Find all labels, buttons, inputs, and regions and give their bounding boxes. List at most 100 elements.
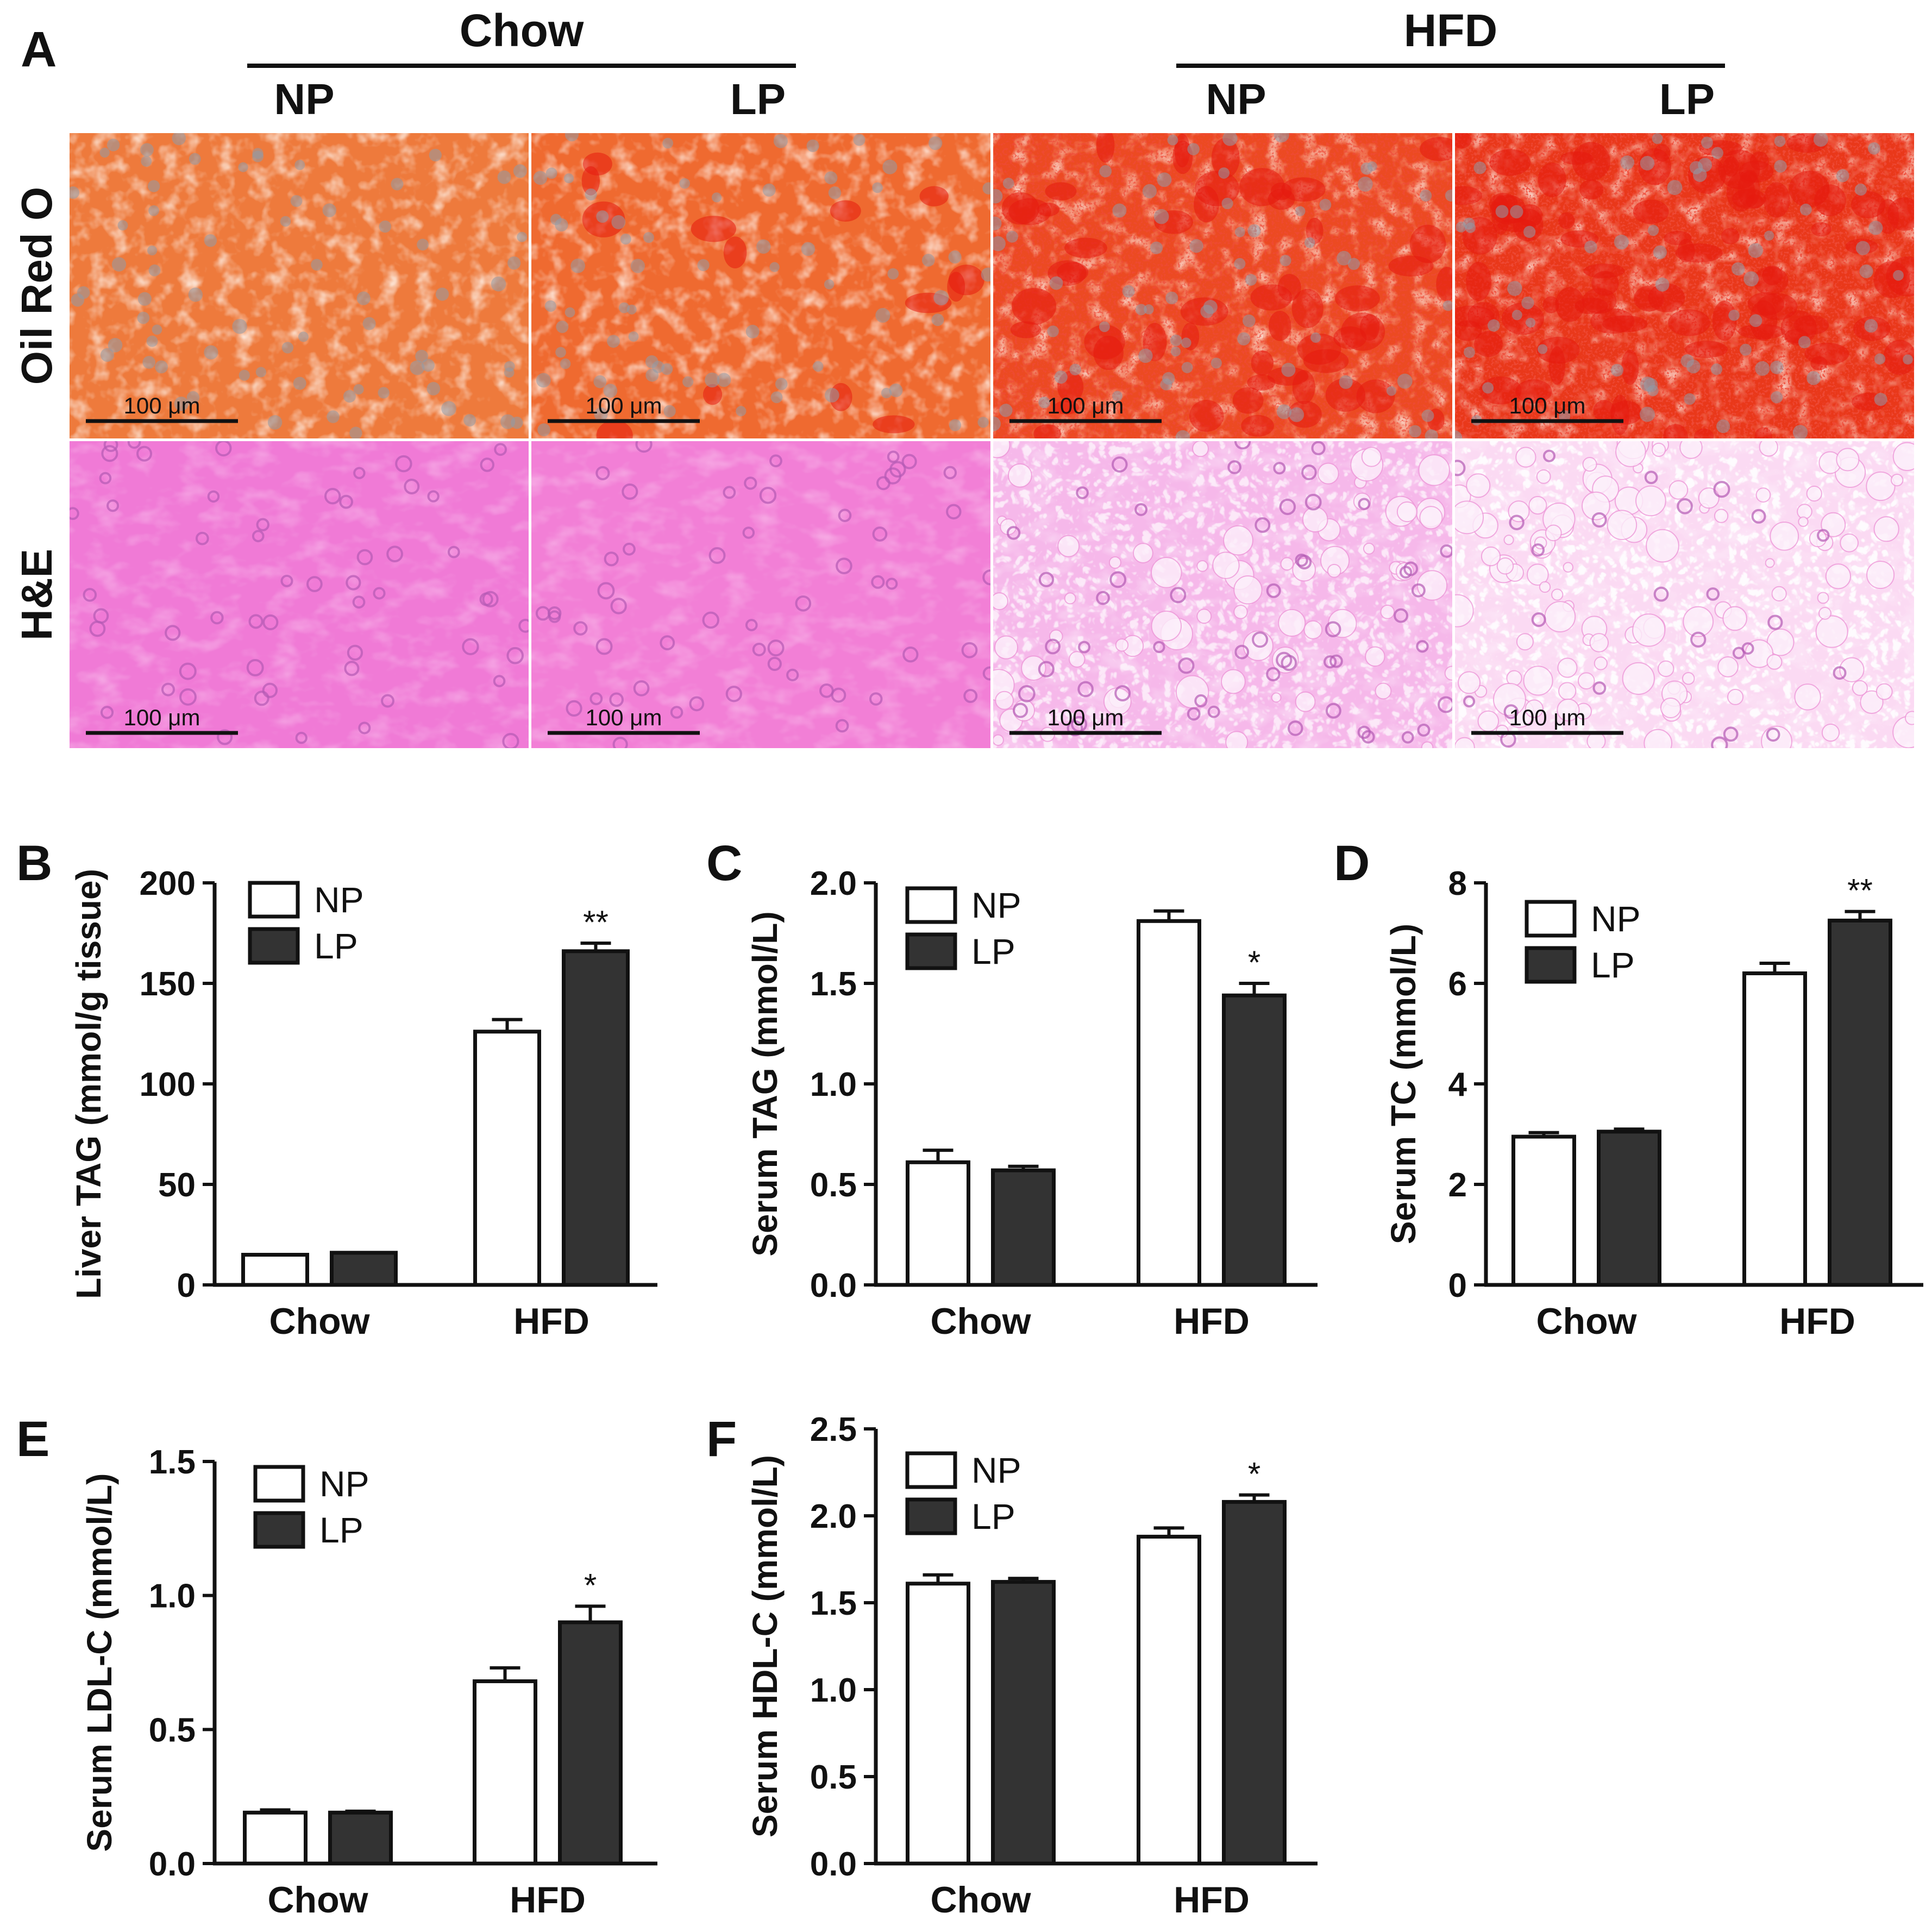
lipid-droplet [1555, 287, 1585, 322]
nucleus [566, 700, 582, 717]
vacuole [1727, 688, 1744, 705]
nucleus [1006, 526, 1021, 540]
nucleus [622, 483, 638, 500]
vacuole [1363, 542, 1375, 555]
scale-bar-label: 100 μm [124, 393, 200, 418]
nucleus [1325, 702, 1341, 719]
vacuole [1481, 546, 1501, 567]
vacuole [1196, 608, 1212, 624]
vacuole [1225, 731, 1249, 748]
nucleus [628, 331, 639, 342]
lipid-droplet [1409, 224, 1446, 264]
nucleus [165, 625, 181, 641]
x-tick-label-hfd: HFD [1174, 1879, 1250, 1921]
nucleus [1189, 239, 1203, 253]
nucleus [148, 264, 161, 277]
vacuole [1875, 683, 1893, 700]
x-tick-label-hfd: HFD [513, 1301, 589, 1342]
vacuole [1594, 656, 1608, 670]
nucleus [1360, 162, 1373, 175]
chart-e: E 0.0 0.5 1.0 1.5 Serum LDL-C (mmol/L) Chow HFD… [16, 1411, 657, 1921]
nucleus [239, 369, 250, 381]
nucleus [280, 216, 291, 227]
lipid-droplet [1241, 415, 1274, 437]
nucleus [1134, 503, 1148, 516]
lipid-droplet [1883, 340, 1914, 375]
nucleus [869, 692, 883, 706]
nucleus [127, 441, 141, 449]
vacuole [1683, 606, 1714, 637]
lipid-droplet [1621, 349, 1639, 385]
nucleus [1523, 225, 1536, 238]
lipid-droplet [948, 265, 984, 296]
nucleus [339, 494, 353, 509]
y-axis-label: Serum TAG (mmol/L) [745, 911, 785, 1256]
y-tick-label: 8 [1448, 865, 1467, 902]
lipid-droplet [1420, 137, 1452, 161]
nucleus [417, 239, 429, 251]
nucleus [71, 293, 85, 307]
nucleus [544, 300, 556, 312]
nucleus [1234, 441, 1251, 450]
x-tick-label-hfd: HFD [510, 1879, 586, 1921]
lipid-droplet [1291, 288, 1323, 328]
lipid-droplet [1247, 374, 1276, 391]
scale-bar-label: 100 μm [1047, 705, 1124, 730]
vacuole [1771, 586, 1787, 602]
nucleus [679, 178, 690, 189]
nucleus [594, 407, 608, 422]
nucleus [773, 134, 788, 148]
nucleus [1295, 206, 1306, 216]
legend-swatch-np [253, 1465, 305, 1503]
nucleus [204, 234, 217, 247]
vacuole [1660, 697, 1682, 719]
nucleus [742, 526, 755, 539]
nucleus [1114, 685, 1131, 701]
nucleus [725, 686, 742, 702]
vacuole [993, 592, 1008, 611]
nucleus [322, 203, 337, 217]
bar-charts: B 0 50 100 150 200 Liver TAG (mmol/g tissue) Ch… [16, 836, 1923, 1921]
lipid-droplet [691, 216, 737, 242]
nucleus [836, 557, 852, 574]
legend-label-np: NP [1591, 899, 1641, 939]
nucleus [1358, 498, 1371, 510]
lipid-droplet [1634, 285, 1664, 312]
nucleus [612, 737, 628, 748]
vacuole [1365, 646, 1385, 667]
bar-np-chow [243, 1810, 308, 1866]
nucleus [248, 614, 264, 629]
scale-bar-label: 100 μm [586, 705, 662, 730]
nucleus [1592, 681, 1607, 695]
nucleus [550, 214, 562, 225]
nucleus [306, 576, 323, 592]
vacuole [1657, 660, 1674, 677]
nucleus [889, 461, 906, 478]
vacuole [1682, 672, 1695, 685]
lipid-droplet [1675, 243, 1723, 263]
nucleus [533, 171, 548, 185]
vacuole [1714, 509, 1729, 523]
lipid-droplet [1356, 379, 1395, 413]
vacuole [1233, 604, 1248, 619]
vacuole [1380, 604, 1395, 619]
scale-bar-label: 100 μm [124, 705, 200, 730]
lipid-droplet [1515, 379, 1552, 404]
lipid-droplet [1466, 261, 1491, 302]
legend-label-np: NP [971, 1450, 1021, 1490]
nucleus [921, 254, 935, 267]
nucleus [356, 549, 373, 566]
nucleus [982, 182, 990, 195]
nucleus [1755, 361, 1770, 376]
nucleus [1304, 493, 1322, 511]
x-tick-label-chow: Chow [930, 1301, 1031, 1342]
vacuole [1817, 592, 1829, 604]
vacuole [1108, 556, 1121, 569]
nucleus [1266, 583, 1281, 598]
nucleus [513, 164, 527, 178]
nucleus [343, 390, 356, 403]
vacuole [1375, 682, 1392, 700]
nucleus [882, 159, 898, 174]
nucleus [745, 324, 760, 338]
